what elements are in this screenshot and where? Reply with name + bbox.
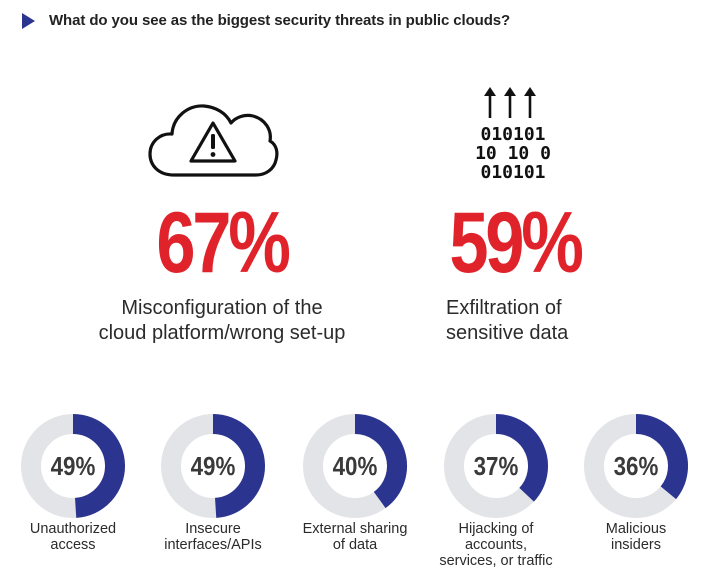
binary-row: 10 10 0 [475, 143, 551, 164]
highlight-misconfiguration: 67% Misconfiguration of the cloud platfo… [92, 200, 352, 346]
donut-segment [72, 414, 125, 518]
donut-chart: 40% [303, 414, 407, 518]
donut-category-label-line: Unauthorized [29, 521, 117, 537]
donut-category-label: Insecure interfaces/APIs [143, 521, 283, 553]
donut-percent-label: 49% [191, 452, 236, 481]
donut-category-label: Hijacking of accounts, services, or traffi… [426, 521, 566, 569]
donut-category-label-line: access [50, 537, 96, 553]
binary-row: 010101 [480, 162, 545, 183]
donut-segment [635, 414, 688, 500]
donut-segment [495, 414, 548, 502]
donut-category-label: Malicious insiders [566, 521, 706, 553]
highlight-label: Exfiltration of sensitive data [430, 296, 600, 346]
question-header: What do you see as the biggest security … [22, 12, 510, 29]
highlight-percent: 59% [449, 195, 584, 291]
play-arrow-icon [22, 12, 35, 29]
donut-category-label-line: insiders [611, 537, 661, 553]
binary-row: 010101 [480, 124, 545, 145]
donut-chart: 49% [21, 414, 125, 518]
highlight-label-line: Misconfiguration of the [121, 297, 323, 319]
highlight-label-line: sensitive data [446, 322, 569, 344]
donut-segment [212, 414, 265, 518]
donut-chart: 36% [584, 414, 688, 518]
donut-category-label-line: External sharing [302, 521, 408, 537]
donut-category-label-line: Malicious [605, 521, 667, 537]
donut-category-label-line: of data [332, 537, 378, 553]
donut-chart: 49% [161, 414, 265, 518]
highlight-exfiltration: 59% Exfiltration of sensitive data [430, 200, 600, 346]
binary-upload-icon: 010101 10 10 0 010101 [475, 87, 551, 183]
donut-category-label: Unauthorized access [3, 521, 143, 553]
donut-category-label: External sharing of data [285, 521, 425, 553]
donut-percent-label: 40% [333, 452, 378, 481]
donut-category-label-line: Insecure [185, 521, 241, 537]
donut-percent-label: 49% [51, 452, 96, 481]
chart-title: What do you see as the biggest security … [49, 12, 511, 29]
donut-category-label-line: interfaces/APIs [164, 537, 262, 553]
donut-category-label-line: services, or traffic [439, 553, 553, 569]
highlight-label: Misconfiguration of the cloud platform/w… [92, 296, 352, 346]
donut-percent-label: 37% [474, 452, 519, 481]
highlight-label-line: Exfiltration of [446, 297, 562, 319]
donut-category-label-line: accounts, [464, 537, 528, 553]
highlight-label-line: cloud platform/wrong set-up [98, 322, 346, 344]
highlight-percent: 67% [156, 195, 291, 291]
donut-category-label-line: Hijacking of [458, 521, 534, 537]
donut-percent-label: 36% [614, 452, 659, 481]
donut-chart: 37% [444, 414, 548, 518]
cloud-warning-icon [148, 104, 279, 177]
donut-segment [354, 414, 407, 509]
